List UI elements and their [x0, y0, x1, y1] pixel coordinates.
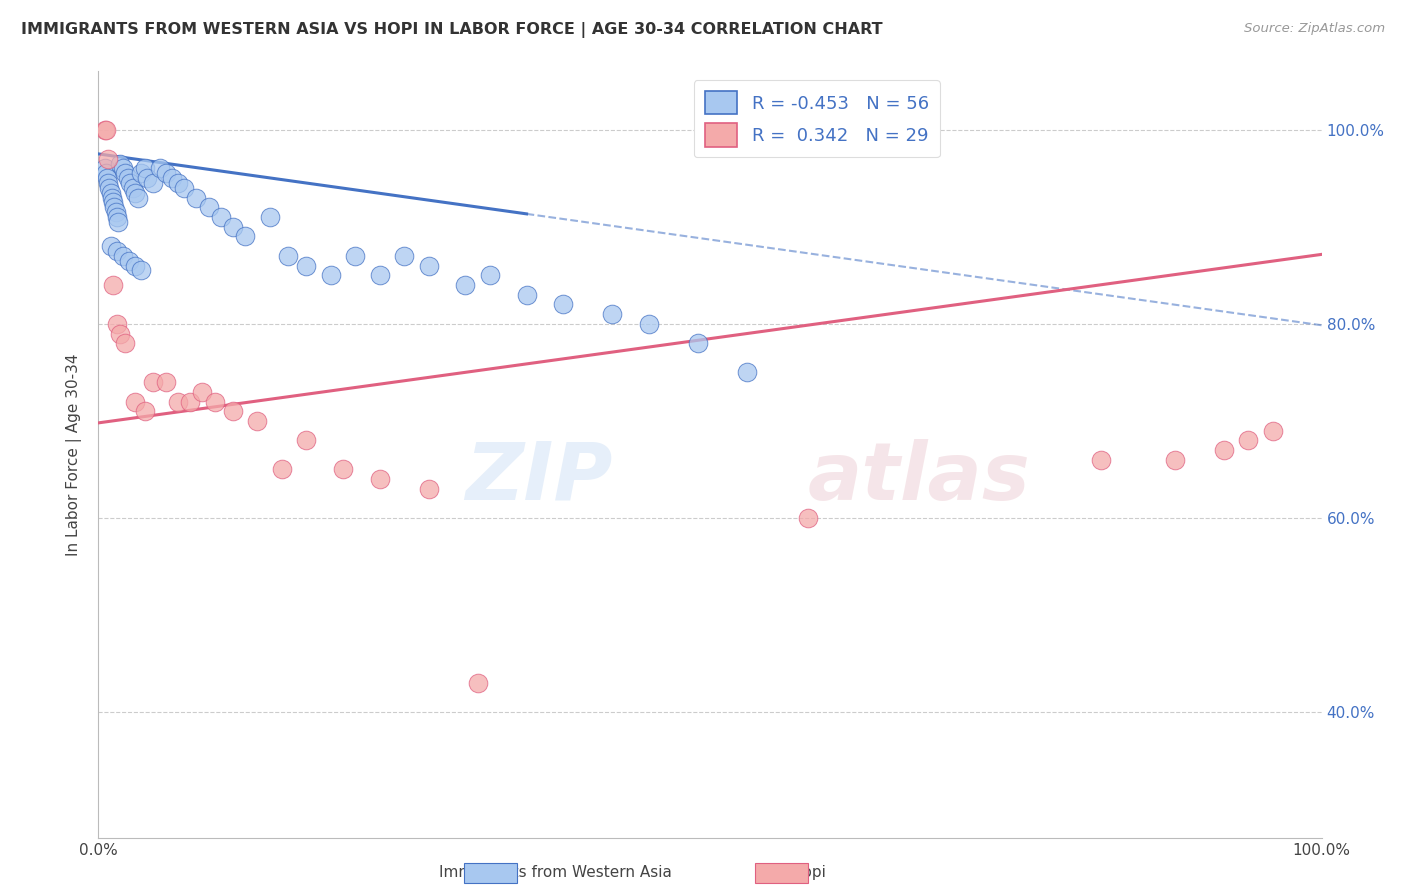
Point [111, 249, 134, 263]
Point [97, 152, 120, 166]
Point [204, 394, 226, 409]
Point [197, 200, 219, 214]
Point [120, 176, 142, 190]
Point [114, 336, 136, 351]
Point [259, 210, 281, 224]
Point [246, 414, 269, 428]
Point [1212, 443, 1234, 458]
Y-axis label: In Labor Force | Age 30-34: In Labor Force | Age 30-34 [66, 353, 83, 557]
Point [418, 259, 440, 273]
Point [515, 287, 537, 301]
Point [553, 297, 575, 311]
Point [105, 210, 128, 224]
Point [111, 161, 134, 176]
Point [155, 375, 177, 389]
Point [1261, 424, 1284, 438]
Point [1164, 452, 1187, 467]
Point [124, 259, 146, 273]
Point [797, 511, 820, 525]
Point [270, 462, 294, 476]
Point [100, 186, 122, 200]
Point [94, 122, 117, 136]
Point [160, 171, 183, 186]
Point [129, 263, 152, 277]
Point [127, 191, 149, 205]
Point [233, 229, 256, 244]
Point [129, 166, 152, 180]
Point [167, 176, 190, 190]
Point [1237, 434, 1260, 448]
Point [134, 161, 156, 176]
Point [173, 181, 195, 195]
Point [167, 394, 190, 409]
Point [454, 277, 477, 292]
Point [637, 317, 661, 331]
Point [142, 176, 165, 190]
Legend: R = -0.453   N = 56, R =  0.342   N = 29: R = -0.453 N = 56, R = 0.342 N = 29 [693, 80, 939, 158]
Point [142, 375, 165, 389]
Point [155, 166, 177, 180]
Point [368, 268, 391, 283]
Point [149, 161, 172, 176]
Text: Immigrants from Western Asia: Immigrants from Western Asia [439, 865, 672, 880]
Point [114, 166, 136, 180]
Point [186, 191, 208, 205]
Point [392, 249, 416, 263]
Point [686, 336, 709, 351]
Point [97, 176, 120, 190]
Point [93, 122, 115, 136]
Point [295, 259, 318, 273]
Point [735, 365, 758, 379]
Point [179, 394, 201, 409]
Point [319, 268, 342, 283]
Point [94, 166, 117, 180]
Point [222, 219, 245, 234]
Point [101, 277, 124, 292]
Point [117, 171, 139, 186]
Point [101, 191, 124, 205]
Point [118, 253, 141, 268]
Point [121, 181, 143, 195]
Text: atlas: atlas [808, 439, 1031, 517]
Point [418, 482, 440, 496]
Point [96, 171, 118, 186]
Point [110, 156, 132, 170]
Point [478, 268, 501, 283]
Point [344, 249, 367, 263]
Point [105, 317, 128, 331]
Text: Source: ZipAtlas.com: Source: ZipAtlas.com [1244, 22, 1385, 36]
Point [191, 384, 214, 399]
Point [98, 181, 121, 195]
Point [600, 307, 623, 321]
Point [332, 462, 354, 476]
Point [277, 249, 299, 263]
Point [107, 215, 129, 229]
Point [124, 394, 146, 409]
Point [209, 210, 232, 224]
Point [1090, 452, 1112, 467]
Point [368, 472, 391, 486]
Point [467, 676, 489, 690]
Text: Hopi: Hopi [792, 865, 825, 880]
Point [295, 434, 318, 448]
Point [105, 244, 128, 258]
Point [104, 205, 127, 219]
Point [110, 326, 132, 341]
Point [222, 404, 245, 418]
Point [136, 171, 159, 186]
Point [103, 200, 125, 214]
Point [93, 161, 115, 176]
Point [124, 186, 146, 200]
Text: ZIP: ZIP [465, 439, 612, 517]
Point [100, 239, 122, 253]
Point [134, 404, 156, 418]
Point [101, 195, 124, 210]
Text: IMMIGRANTS FROM WESTERN ASIA VS HOPI IN LABOR FORCE | AGE 30-34 CORRELATION CHAR: IMMIGRANTS FROM WESTERN ASIA VS HOPI IN … [21, 22, 883, 38]
